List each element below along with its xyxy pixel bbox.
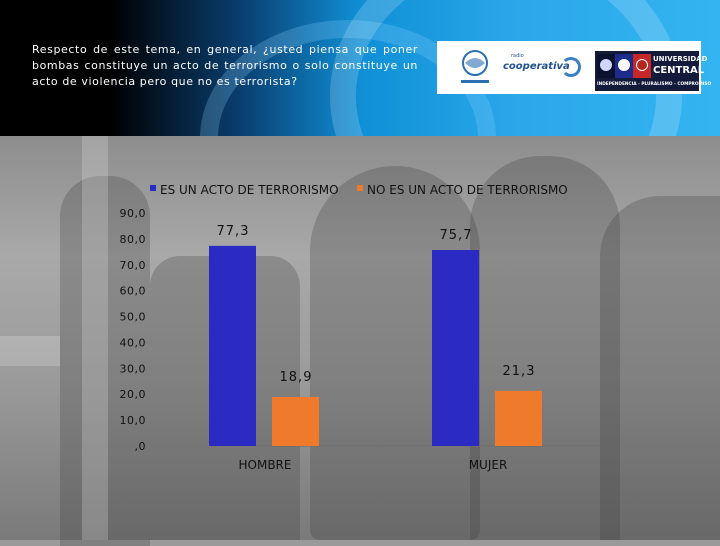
data-label: 75,7 (440, 228, 473, 243)
uc-tagline: INDEPENDENCIA - PLURALISMO - COMPROMISO (597, 82, 712, 87)
y-tick-label: 20,0 (120, 388, 147, 401)
data-label: 18,9 (280, 370, 313, 385)
y-tick-label: 70,0 (120, 259, 147, 272)
uc-name: UNIVERSIDAD CENTRAL (653, 54, 707, 76)
innovacion-logo-icon (461, 50, 489, 83)
cooperativa-swoosh-icon (561, 57, 581, 77)
cooperativa-logo: radio cooperativa (503, 53, 583, 83)
bar-no-terrorismo-mujer (495, 390, 542, 446)
cooperativa-name: cooperativa (503, 61, 570, 72)
uc-emblem-icon (597, 54, 651, 78)
cooperativa-radio-label: radio (511, 53, 524, 59)
y-tick-label: 60,0 (120, 285, 147, 298)
legend-label: ES UN ACTO DE TERRORISMO (160, 183, 339, 197)
x-tick-label: HOMBRE (239, 458, 292, 472)
legend-label: NO ES UN ACTO DE TERRORISMO (367, 183, 568, 197)
uc-line2: CENTRAL (653, 65, 705, 76)
x-tick-label: MUJER (469, 458, 508, 472)
y-tick-label: 90,0 (120, 207, 147, 220)
uc-line1: UNIVERSIDAD (653, 55, 708, 63)
header-banner: Respecto de este tema, en general, ¿uste… (0, 0, 720, 136)
logo-strip: radio cooperativa UNIVERSIDAD CENTRAL IN… (437, 41, 711, 94)
data-label: 77,3 (217, 224, 250, 239)
y-tick-label: 30,0 (120, 362, 147, 375)
background-photo (0, 136, 720, 546)
universidad-central-logo: UNIVERSIDAD CENTRAL INDEPENDENCIA - PLUR… (595, 51, 711, 91)
y-tick-label: 10,0 (120, 414, 147, 427)
data-label: 21,3 (503, 364, 536, 379)
bar-terrorismo-hombre (209, 245, 256, 446)
survey-question: Respecto de este tema, en general, ¿uste… (32, 43, 418, 88)
y-tick-label: 80,0 (120, 233, 147, 246)
y-tick-label: ,0 (135, 440, 147, 453)
y-tick-label: 50,0 (120, 311, 147, 324)
y-tick-label: 40,0 (120, 336, 147, 349)
legend-swatch (150, 185, 156, 191)
legend-swatch (357, 185, 363, 191)
bar-no-terrorismo-hombre (272, 397, 319, 446)
bar-terrorismo-mujer (432, 250, 479, 446)
